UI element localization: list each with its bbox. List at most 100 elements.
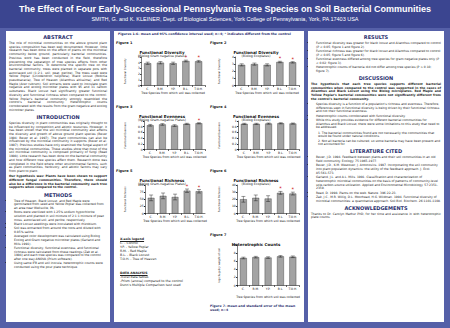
- svg-text:C.: C.: [242, 215, 245, 219]
- svg-text:Y.P.: Y.P.: [173, 215, 178, 219]
- svg-text:2: 2: [234, 275, 236, 279]
- svg-text:Tree Species from which soil w: Tree Species from which soil was collect…: [236, 155, 301, 159]
- svg-text:Tree Species from which soil w: Tree Species from which soil was collect…: [235, 219, 300, 223]
- svg-text:(Biolog Ecoplates): (Biolog Ecoplates): [242, 118, 271, 122]
- svg-text:1: 1: [232, 76, 234, 80]
- svg-text:(Biolog Gram-negative Plates): (Biolog Gram-negative Plates): [138, 182, 186, 186]
- svg-text:B.L.: B.L.: [277, 87, 283, 91]
- svg-text:R.M.: R.M.: [157, 87, 164, 91]
- svg-text:75: 75: [140, 190, 144, 194]
- svg-text:4: 4: [232, 55, 234, 59]
- svg-text:T.O.H.: T.O.H.: [193, 87, 203, 91]
- svg-text:T.O.H.: T.O.H.: [287, 87, 297, 91]
- svg-text:*: *: [186, 183, 189, 189]
- svg-text:Tree Species from which soil w: Tree Species from which soil was collect…: [142, 155, 207, 159]
- svg-text:0.2: 0.2: [232, 142, 237, 146]
- svg-text:0: 0: [234, 284, 236, 288]
- svg-text:B.L.: B.L.: [184, 151, 190, 155]
- svg-text:Functional Diversity: Functional Diversity: [124, 58, 127, 84]
- svg-text:0: 0: [141, 148, 143, 152]
- svg-text:*: *: [197, 54, 200, 60]
- svg-text:B.L.: B.L.: [278, 215, 284, 219]
- svg-text:C.: C.: [242, 287, 245, 291]
- svg-text:B.L.: B.L.: [278, 287, 284, 291]
- svg-text:(Biolog Gram-negative Plates): (Biolog Gram-negative Plates): [138, 118, 186, 122]
- svg-text:4: 4: [234, 267, 236, 271]
- svg-text:log cfu/g dry weight of soil: log cfu/g dry weight of soil: [218, 248, 221, 283]
- svg-text:1: 1: [138, 78, 140, 82]
- svg-text:(Biolog Gram negative plates): (Biolog Gram negative plates): [138, 54, 186, 58]
- svg-text:20: 20: [232, 197, 236, 201]
- svg-text:40: 40: [232, 183, 236, 187]
- svg-text:Functional Richness: Functional Richness: [124, 186, 127, 212]
- svg-text:Functional Evenness: Functional Evenness: [218, 121, 221, 148]
- svg-text:Tree Species from which soil w: Tree Species from which soil was collect…: [235, 295, 300, 299]
- svg-text:(Biolog Ecoplates): (Biolog Ecoplates): [242, 182, 271, 186]
- svg-text:C.: C.: [149, 151, 152, 155]
- svg-text:B.L.: B.L.: [183, 87, 189, 91]
- svg-text:R.M.: R.M.: [251, 87, 258, 91]
- svg-text:Y.P.: Y.P.: [266, 287, 271, 291]
- svg-text:*: *: [198, 184, 201, 190]
- svg-text:Tree Species from which soil w: Tree Species from which soil was collect…: [140, 91, 205, 95]
- svg-text:Y.P.: Y.P.: [171, 87, 176, 91]
- svg-text:*: *: [292, 186, 295, 192]
- svg-text:R.M.: R.M.: [160, 215, 167, 219]
- svg-text:2: 2: [138, 72, 140, 76]
- svg-text:Y.P.: Y.P.: [172, 151, 177, 155]
- svg-text:Tree Species from which soil w: Tree Species from which soil was collect…: [142, 219, 207, 223]
- svg-text:Y.P.: Y.P.: [265, 87, 270, 91]
- svg-text:1: 1: [235, 119, 237, 123]
- svg-text:*: *: [279, 55, 282, 61]
- svg-text:0: 0: [234, 212, 236, 216]
- svg-text:0: 0: [142, 212, 144, 216]
- svg-text:B.L.: B.L.: [184, 215, 190, 219]
- html-text:The role of microbial communit: The role of microbial communities on the…: [9, 41, 107, 112]
- svg-text:Functional Evenness: Functional Evenness: [124, 121, 127, 148]
- svg-text:*: *: [291, 56, 294, 62]
- svg-text:R.M.: R.M.: [253, 215, 260, 219]
- svg-text:C.: C.: [150, 215, 153, 219]
- svg-text:0: 0: [138, 84, 140, 88]
- svg-text:0.2: 0.2: [138, 142, 143, 146]
- svg-text:0.4: 0.4: [138, 136, 143, 140]
- svg-text:T.O.H.: T.O.H.: [194, 151, 204, 155]
- svg-text:0.6: 0.6: [232, 130, 237, 134]
- svg-text:10: 10: [232, 204, 236, 208]
- svg-text:R.M.: R.M.: [253, 287, 260, 291]
- svg-text:Functional Richness: Functional Richness: [218, 186, 221, 212]
- svg-text:Y.P.: Y.P.: [266, 215, 271, 219]
- svg-text:Y.P.: Y.P.: [266, 151, 271, 155]
- svg-text:T.O.H.: T.O.H.: [287, 215, 297, 219]
- svg-text:*: *: [198, 117, 201, 123]
- svg-text:C.: C.: [243, 151, 246, 155]
- svg-text:T.O.H.: T.O.H.: [288, 151, 298, 155]
- svg-text:25: 25: [140, 204, 144, 208]
- svg-text:30: 30: [232, 190, 236, 194]
- svg-text:0: 0: [232, 84, 234, 88]
- svg-text:50: 50: [140, 197, 144, 201]
- svg-text:4: 4: [138, 61, 140, 65]
- svg-text:Functional Diversity: Functional Diversity: [218, 58, 221, 84]
- svg-text:3: 3: [138, 66, 140, 70]
- svg-text:Heterotrophic Counts: Heterotrophic Counts: [232, 242, 281, 247]
- svg-text:0.4: 0.4: [232, 136, 237, 140]
- svg-text:0.8: 0.8: [138, 125, 143, 129]
- svg-text:B.L.: B.L.: [278, 151, 284, 155]
- svg-text:0.8: 0.8: [232, 125, 237, 129]
- svg-text:0: 0: [235, 148, 237, 152]
- svg-text:2: 2: [232, 69, 234, 73]
- svg-text:(Biolog Ecoplates): (Biolog Ecoplates): [242, 54, 271, 58]
- svg-text:8: 8: [234, 251, 236, 255]
- svg-text:R.M.: R.M.: [159, 151, 166, 155]
- svg-text:T.O.H.: T.O.H.: [287, 287, 297, 291]
- svg-text:3: 3: [232, 62, 234, 66]
- svg-text:C.: C.: [146, 87, 149, 91]
- svg-text:*: *: [279, 185, 282, 191]
- svg-text:6: 6: [234, 259, 236, 263]
- svg-text:R.M.: R.M.: [253, 151, 260, 155]
- svg-text:Tree Species from which soil w: Tree Species from which soil was collect…: [234, 91, 299, 95]
- svg-text:T.O.H.: T.O.H.: [194, 215, 204, 219]
- svg-text:C.: C.: [240, 87, 243, 91]
- svg-text:0.6: 0.6: [138, 130, 143, 134]
